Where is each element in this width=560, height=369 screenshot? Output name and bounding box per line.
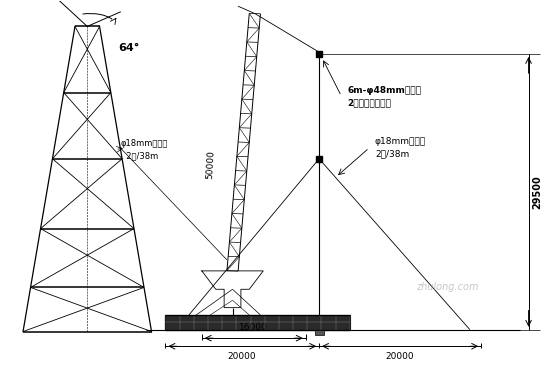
Bar	[315, 330, 324, 335]
Text: 20000: 20000	[386, 352, 414, 361]
Bar	[166, 315, 350, 330]
Text: φ18mm钉丝绳
  2根/38m: φ18mm钉丝绳 2根/38m	[121, 139, 168, 160]
Text: zhulong.com: zhulong.com	[416, 282, 479, 292]
Text: φ18mm钉丝绳
2根/38m: φ18mm钉丝绳 2根/38m	[375, 137, 426, 159]
Text: 6m-φ48mm钉丝绳
2根（一弯两股）: 6m-φ48mm钉丝绳 2根（一弯两股）	[347, 86, 421, 107]
Text: 50000: 50000	[205, 150, 216, 179]
Text: 20000: 20000	[228, 352, 256, 361]
Text: 16000: 16000	[239, 323, 268, 331]
Text: 29500: 29500	[532, 175, 542, 209]
Text: 64°: 64°	[118, 44, 139, 54]
